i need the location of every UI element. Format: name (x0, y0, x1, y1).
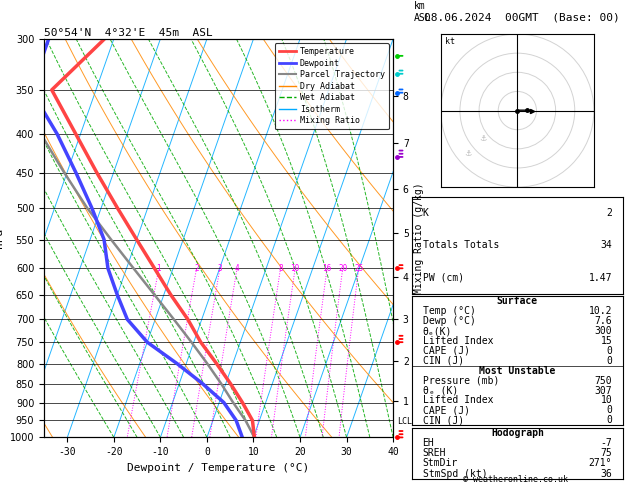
Text: EH: EH (423, 438, 434, 448)
Text: km
ASL: km ASL (414, 1, 431, 23)
Text: CIN (J): CIN (J) (423, 416, 464, 425)
Text: 7.6: 7.6 (594, 316, 612, 326)
Text: 271°: 271° (589, 458, 612, 469)
Text: 25: 25 (354, 264, 364, 273)
Text: 0: 0 (606, 405, 612, 416)
Text: StmDir: StmDir (423, 458, 458, 469)
Text: 307: 307 (594, 385, 612, 396)
Text: 75: 75 (601, 448, 612, 458)
Text: 750: 750 (594, 376, 612, 386)
Text: 0: 0 (606, 346, 612, 356)
Text: 2: 2 (606, 208, 612, 218)
Text: Lifted Index: Lifted Index (423, 336, 493, 346)
Text: Surface: Surface (497, 296, 538, 306)
Text: 300: 300 (594, 326, 612, 336)
Text: 20: 20 (338, 264, 347, 273)
Text: 16: 16 (323, 264, 331, 273)
Text: 08.06.2024  00GMT  (Base: 00): 08.06.2024 00GMT (Base: 00) (424, 12, 620, 22)
Text: 10: 10 (291, 264, 300, 273)
Text: 1: 1 (157, 264, 161, 273)
Text: 8: 8 (278, 264, 283, 273)
Text: kt: kt (445, 36, 455, 46)
Text: Totals Totals: Totals Totals (423, 241, 499, 250)
Text: Lifted Index: Lifted Index (423, 396, 493, 405)
Text: -7: -7 (601, 438, 612, 448)
Text: © weatheronline.co.uk: © weatheronline.co.uk (464, 474, 568, 484)
Text: PW (cm): PW (cm) (423, 273, 464, 283)
Text: 36: 36 (601, 469, 612, 479)
Text: 34: 34 (601, 241, 612, 250)
Text: 15: 15 (601, 336, 612, 346)
Legend: Temperature, Dewpoint, Parcel Trajectory, Dry Adiabat, Wet Adiabat, Isotherm, Mi: Temperature, Dewpoint, Parcel Trajectory… (275, 43, 389, 129)
Text: K: K (423, 208, 428, 218)
Text: ⚓: ⚓ (479, 134, 487, 143)
Text: LCL: LCL (398, 417, 412, 426)
Text: 2: 2 (194, 264, 199, 273)
Text: θₑ (K): θₑ (K) (423, 385, 458, 396)
Text: SREH: SREH (423, 448, 446, 458)
Text: Most Unstable: Most Unstable (479, 366, 555, 376)
Text: θₑ(K): θₑ(K) (423, 326, 452, 336)
Text: 0: 0 (606, 356, 612, 366)
Text: Temp (°C): Temp (°C) (423, 306, 476, 316)
Text: 4: 4 (235, 264, 240, 273)
Y-axis label: Mixing Ratio (g/kg): Mixing Ratio (g/kg) (415, 182, 425, 294)
Text: 1.47: 1.47 (589, 273, 612, 283)
Text: 50°54'N  4°32'E  45m  ASL: 50°54'N 4°32'E 45m ASL (44, 28, 213, 38)
Text: Pressure (mb): Pressure (mb) (423, 376, 499, 386)
Text: 3: 3 (218, 264, 222, 273)
Text: Dewp (°C): Dewp (°C) (423, 316, 476, 326)
Text: ⚓: ⚓ (464, 150, 471, 158)
X-axis label: Dewpoint / Temperature (°C): Dewpoint / Temperature (°C) (128, 463, 309, 473)
Text: StmSpd (kt): StmSpd (kt) (423, 469, 487, 479)
Text: 0: 0 (606, 416, 612, 425)
Text: CAPE (J): CAPE (J) (423, 405, 469, 416)
Text: CIN (J): CIN (J) (423, 356, 464, 366)
Text: CAPE (J): CAPE (J) (423, 346, 469, 356)
Y-axis label: hPa: hPa (0, 228, 4, 248)
Text: 10: 10 (601, 396, 612, 405)
Text: Hodograph: Hodograph (491, 428, 544, 438)
Text: 10.2: 10.2 (589, 306, 612, 316)
